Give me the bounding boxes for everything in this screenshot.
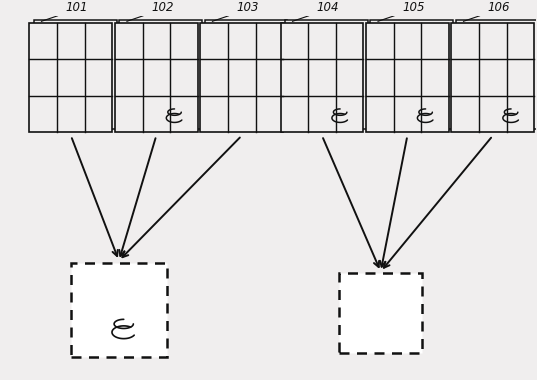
Text: 104: 104	[317, 1, 339, 14]
Text: 102: 102	[151, 1, 173, 14]
Text: 105: 105	[402, 1, 425, 14]
Bar	[366, 23, 449, 132]
Bar	[30, 23, 112, 132]
Bar	[71, 263, 167, 357]
Bar	[205, 20, 287, 129]
Bar	[200, 23, 283, 132]
Bar	[280, 23, 364, 132]
Bar	[339, 274, 422, 353]
Bar	[285, 20, 368, 129]
Bar	[371, 20, 453, 129]
Text: 103: 103	[236, 1, 259, 14]
Bar	[34, 20, 117, 129]
Bar	[452, 23, 534, 132]
Text: 106: 106	[488, 1, 510, 14]
Bar	[456, 20, 537, 129]
Text: 101: 101	[66, 1, 88, 14]
Bar	[119, 20, 202, 129]
Bar	[115, 23, 198, 132]
